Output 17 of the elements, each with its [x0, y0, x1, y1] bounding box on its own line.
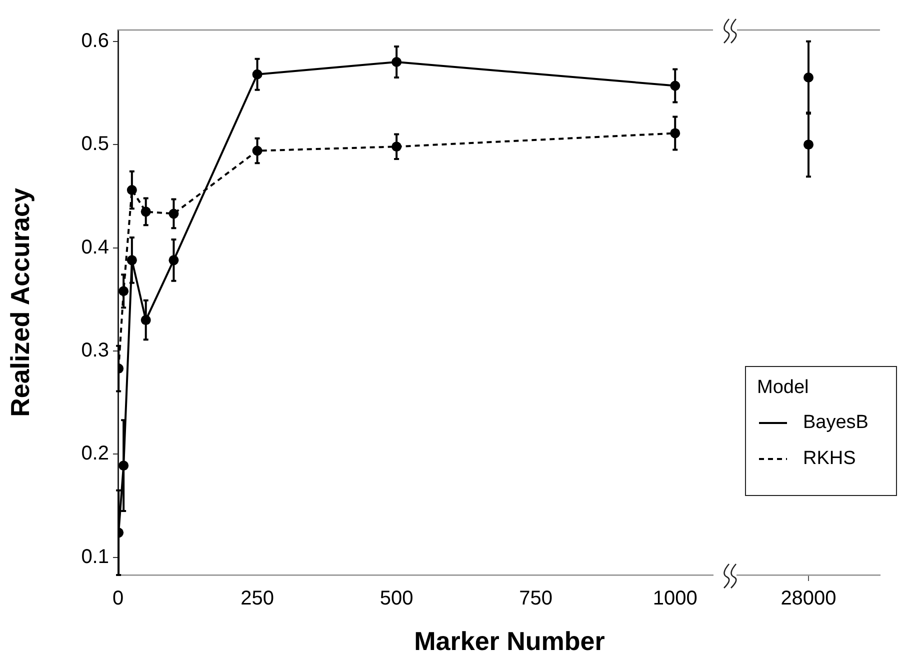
x-tick-label: 0: [112, 588, 124, 610]
y-tick-label: 0.6: [81, 30, 109, 52]
x-tick-label: 500: [380, 588, 414, 610]
legend-label: RKHS: [803, 448, 856, 470]
x-tick-label: 1000: [652, 588, 698, 610]
y-tick-label: 0.1: [81, 546, 109, 568]
x-tick-label: 750: [519, 588, 553, 610]
y-tick-label: 0.2: [81, 442, 109, 465]
y-axis-title: Realized Accuracy: [4, 188, 35, 417]
legend-title: Model: [757, 377, 810, 399]
x-axis-title: Marker Number: [413, 626, 606, 657]
legend-label: BayesB: [803, 412, 868, 434]
x-tick-label: 250: [240, 588, 274, 610]
y-tick-label: 0.5: [81, 133, 109, 156]
y-tick-label: 0.4: [81, 236, 109, 258]
x-tick-label: 28000: [780, 588, 836, 610]
y-tick-label: 0.3: [81, 340, 109, 362]
